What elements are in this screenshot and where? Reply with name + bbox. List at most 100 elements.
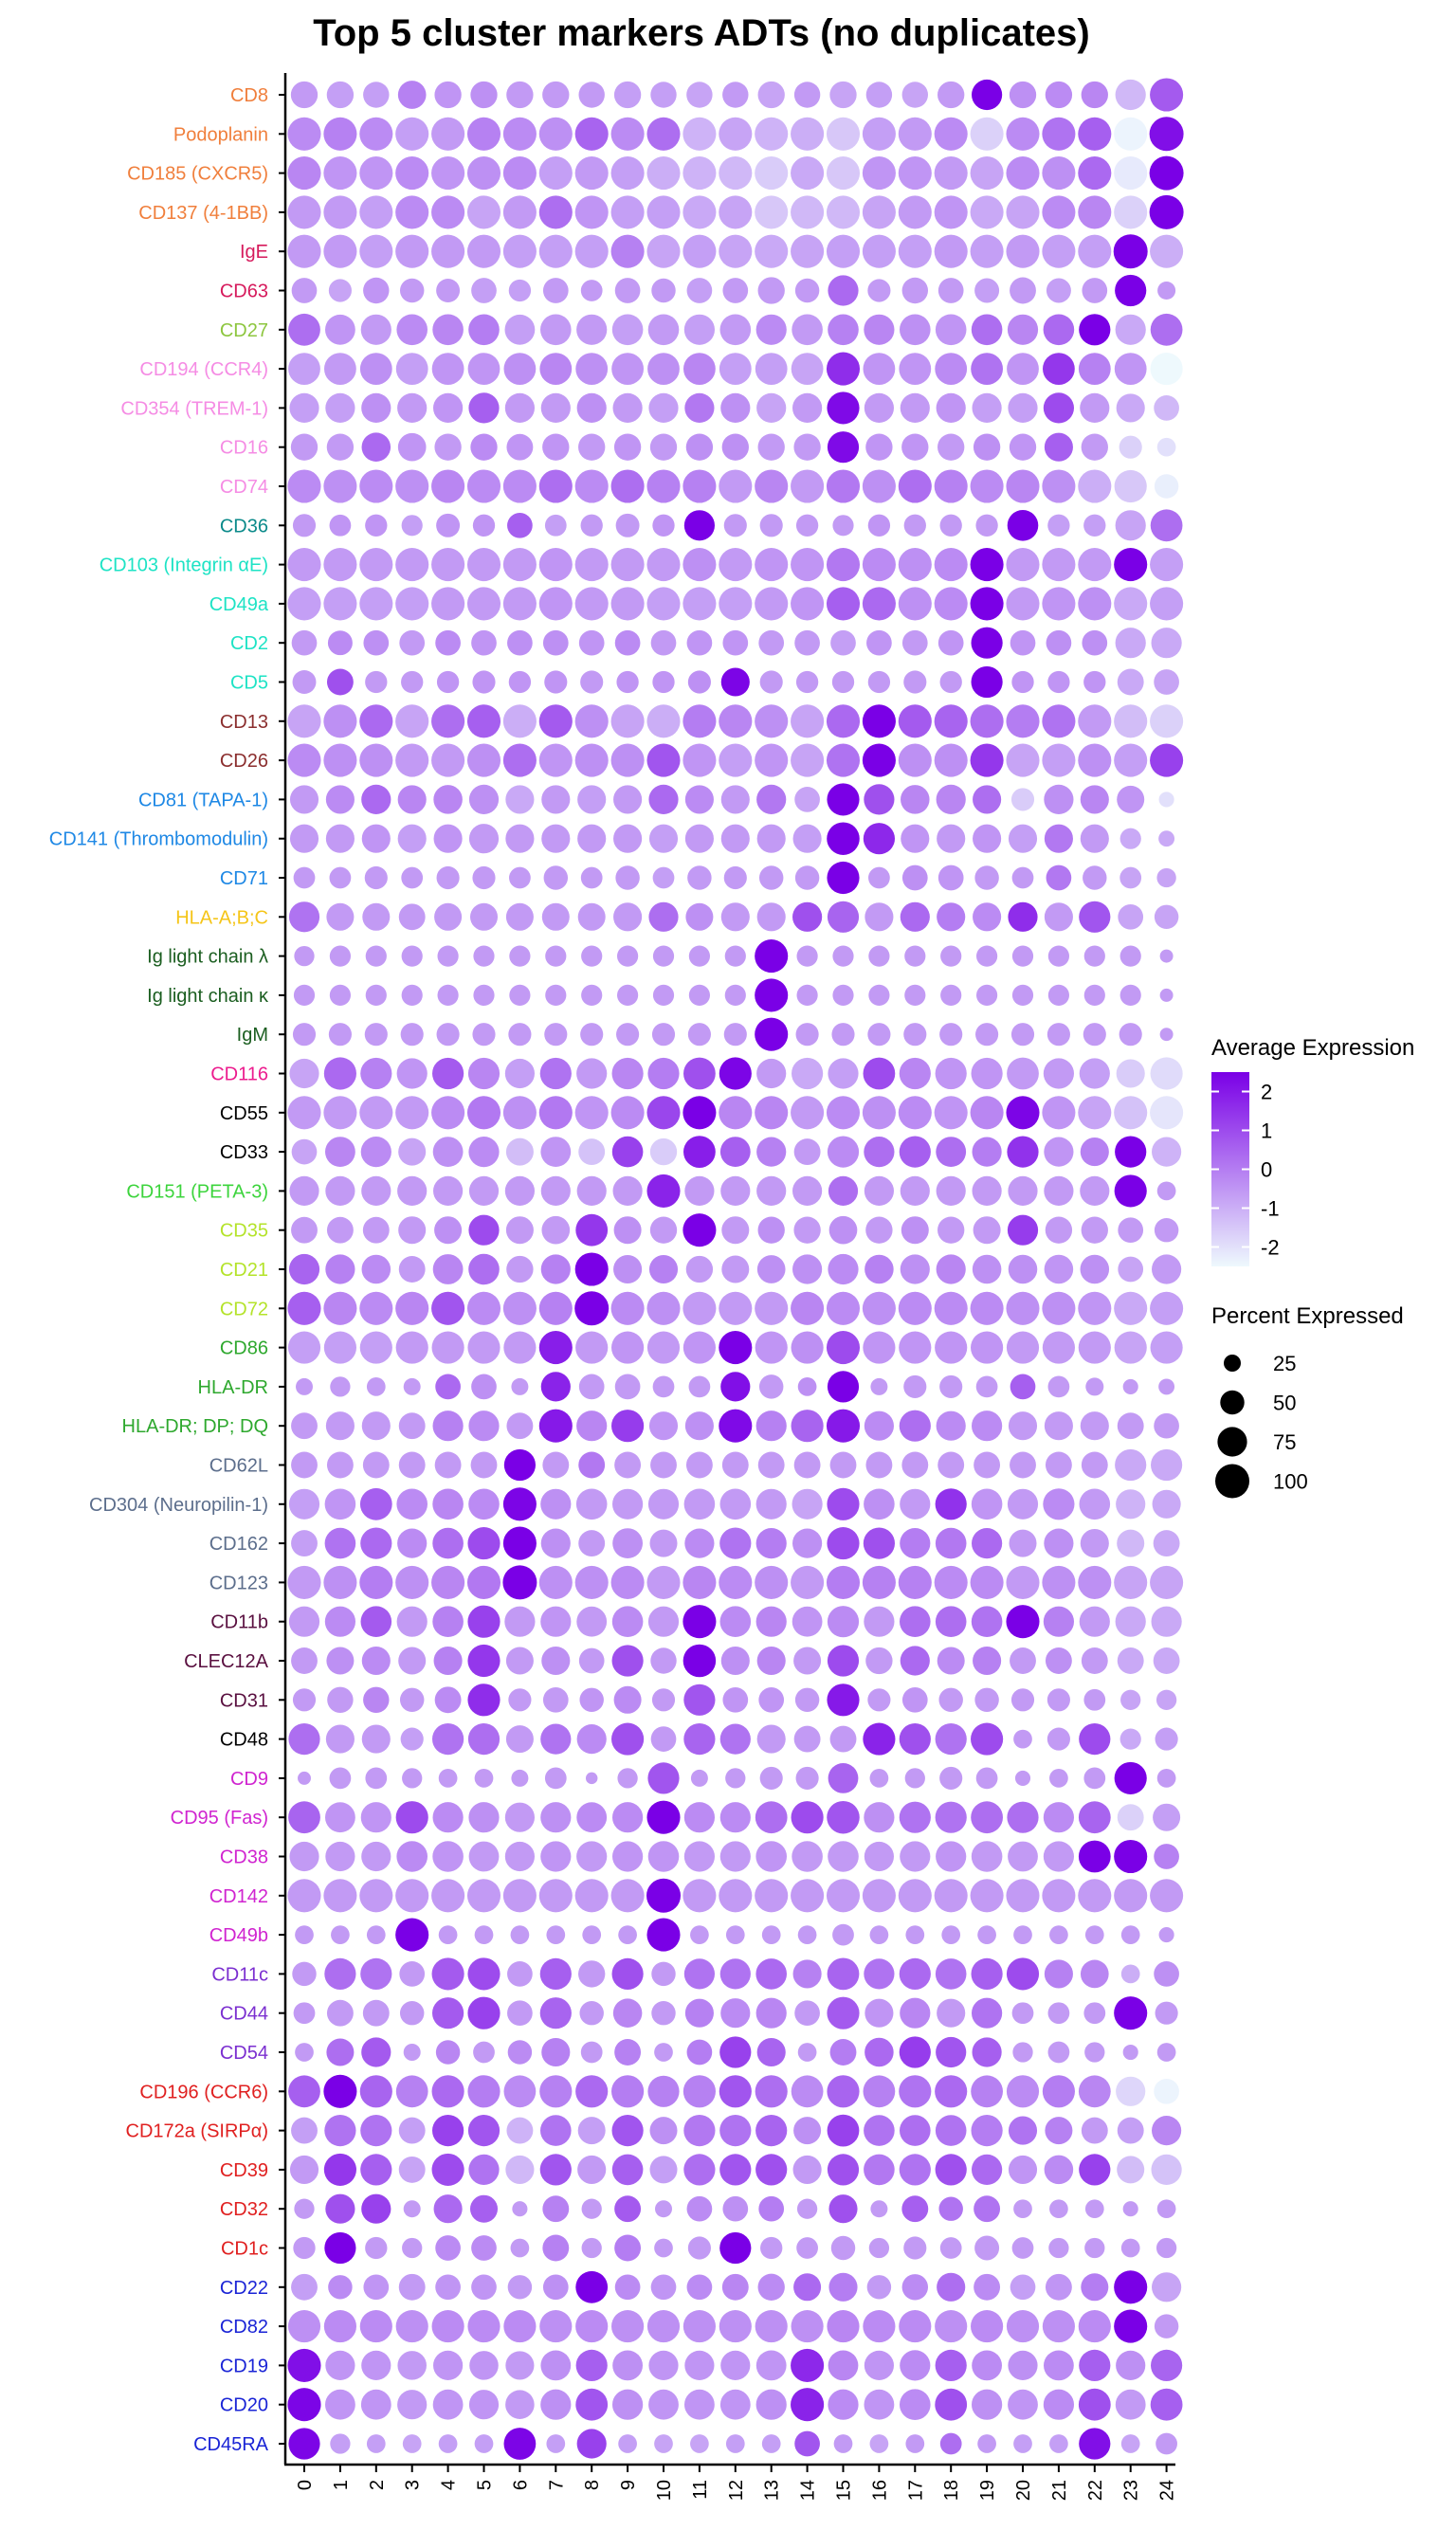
dot: [827, 1487, 860, 1520]
dot: [826, 156, 861, 191]
dot: [575, 2270, 609, 2303]
dot: [577, 902, 606, 931]
dot: [615, 865, 640, 890]
dot: [326, 1647, 355, 1675]
dot: [1078, 1879, 1112, 1913]
dot: [899, 1331, 932, 1364]
dot: [1078, 1096, 1112, 1130]
dot: [1115, 79, 1146, 111]
dot: [542, 2274, 569, 2301]
dot: [610, 195, 645, 229]
dot: [505, 902, 534, 931]
dot: [793, 1216, 821, 1244]
dot: [900, 392, 930, 423]
dot: [503, 2075, 537, 2108]
y-tick-label: CD196 (CCR6): [139, 2082, 268, 2102]
dot: [721, 2273, 749, 2301]
dot: [578, 1530, 606, 1557]
dot: [575, 2388, 609, 2421]
dot: [293, 984, 316, 1006]
dot: [502, 587, 537, 621]
dot: [323, 2074, 357, 2108]
dot: [1119, 435, 1142, 459]
dot: [757, 1216, 785, 1244]
dot: [971, 1957, 1003, 1990]
dot: [1154, 474, 1179, 499]
dot: [792, 824, 822, 853]
dot: [1081, 2117, 1108, 2144]
dot: [1122, 2201, 1138, 2217]
dot: [1008, 824, 1038, 853]
dot: [468, 1841, 500, 1872]
dot: [576, 1724, 607, 1755]
dot: [898, 117, 932, 151]
dot: [396, 1841, 428, 1872]
dot: [291, 1216, 318, 1244]
dot: [725, 1925, 745, 1944]
dot: [435, 2040, 461, 2065]
dot: [1115, 510, 1146, 541]
dot: [863, 1527, 896, 1559]
dot: [898, 1291, 932, 1325]
dot: [1083, 1767, 1106, 1790]
dot: [648, 824, 679, 853]
dot: [684, 824, 714, 853]
dot: [538, 117, 573, 151]
dot: [1083, 945, 1105, 967]
dot: [868, 866, 890, 889]
dot: [473, 945, 495, 967]
dot: [1006, 1565, 1040, 1599]
dot: [1080, 1529, 1109, 1558]
dot: [610, 704, 645, 738]
dot: [791, 156, 825, 191]
dot: [939, 670, 962, 694]
dot: [935, 1606, 967, 1637]
y-tick-label: CD36: [220, 516, 268, 537]
dot: [1044, 1411, 1073, 1441]
dot: [936, 1254, 966, 1284]
dot: [1008, 392, 1038, 423]
dot: [862, 1291, 896, 1325]
dot: [793, 82, 821, 108]
dot: [1078, 587, 1112, 621]
dot: [1009, 81, 1037, 109]
dot: [652, 514, 675, 537]
dot: [1083, 670, 1106, 694]
dot: [326, 902, 355, 931]
dot: [359, 548, 393, 582]
dot: [325, 2350, 355, 2380]
dot: [721, 1216, 750, 1245]
dot: [1013, 2199, 1032, 2219]
dot: [1078, 743, 1112, 777]
dot: [545, 984, 567, 1006]
dot: [686, 2274, 713, 2301]
dot: [970, 156, 1004, 191]
dot: [577, 2117, 606, 2145]
dot: [580, 866, 603, 889]
dot: [359, 1565, 393, 1599]
dot: [1150, 2388, 1183, 2421]
y-tick-label: CD142: [209, 1886, 268, 1907]
dot: [287, 548, 321, 582]
dot: [614, 1451, 642, 1479]
dot: [938, 2196, 963, 2221]
dot: [827, 783, 860, 816]
dot: [719, 1565, 753, 1599]
dot: [758, 629, 785, 656]
x-tick-label: 14: [798, 2480, 819, 2501]
dot: [1042, 195, 1076, 229]
dot: [719, 1096, 753, 1130]
dot: [574, 1879, 609, 1913]
dot: [289, 392, 319, 423]
dot: [646, 1918, 681, 1952]
dot: [540, 1528, 571, 1558]
dot: [503, 353, 537, 385]
dot: [796, 984, 818, 1006]
dot: [797, 1925, 817, 1944]
dot: [329, 945, 351, 967]
dot: [1007, 510, 1039, 541]
dot: [905, 1925, 925, 1944]
dot: [296, 1377, 313, 1395]
dot: [793, 1138, 821, 1166]
